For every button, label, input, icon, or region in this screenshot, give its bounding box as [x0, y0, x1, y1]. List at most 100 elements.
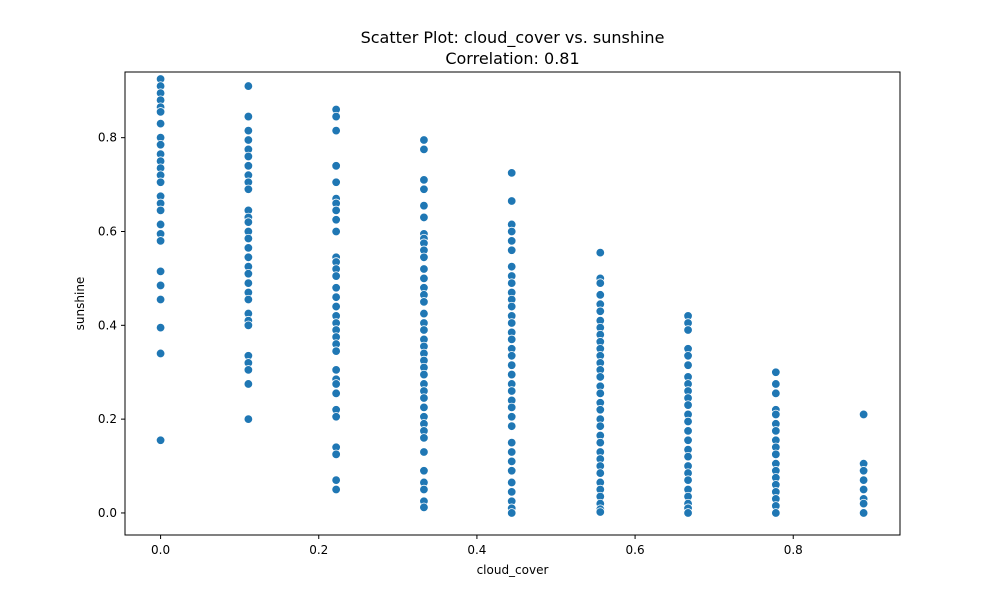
data-point	[683, 435, 693, 445]
data-point	[771, 508, 781, 518]
data-point	[507, 226, 517, 237]
data-point	[771, 379, 781, 389]
plot-frame	[124, 71, 901, 536]
data-point	[507, 456, 517, 467]
data-point	[419, 252, 429, 262]
data-point	[595, 437, 605, 448]
data-point	[243, 379, 254, 389]
data-point	[858, 508, 869, 518]
data-point	[858, 475, 869, 485]
data-point	[419, 447, 429, 457]
data-point	[243, 151, 254, 162]
y-tick-label: 0.8	[98, 131, 117, 145]
data-point	[155, 280, 166, 291]
y-tick-label: 0.6	[98, 224, 117, 238]
data-point	[155, 322, 166, 333]
data-point	[595, 388, 605, 399]
x-tick-label: 0.4	[467, 543, 486, 557]
data-point	[331, 484, 341, 495]
data-point	[243, 243, 254, 253]
data-point	[155, 219, 166, 230]
data-point	[683, 416, 693, 427]
data-point	[243, 125, 254, 136]
data-point	[331, 125, 341, 136]
data-point	[507, 369, 517, 380]
x-axis-label: cloud_cover	[477, 563, 549, 577]
data-point	[331, 388, 341, 399]
data-point	[419, 369, 429, 380]
data-point	[595, 468, 605, 478]
data-point	[155, 348, 166, 359]
y-tick-label: 0.4	[98, 318, 117, 332]
data-point	[243, 294, 254, 305]
x-axis-ticks: 0.0 0.2 0.4 0.6 0.8	[151, 535, 803, 557]
data-point	[507, 196, 517, 206]
data-point	[507, 351, 517, 361]
data-point	[507, 245, 517, 255]
data-point	[507, 412, 517, 422]
chart-subtitle: Correlation: 0.81	[445, 49, 579, 68]
data-point	[155, 266, 166, 277]
data-point	[419, 466, 429, 476]
data-point	[419, 393, 429, 403]
data-point	[507, 261, 517, 272]
data-point	[419, 175, 429, 185]
x-tick-label: 0.6	[626, 543, 645, 557]
data-point	[507, 334, 517, 345]
data-point	[419, 484, 429, 495]
data-point	[243, 269, 254, 279]
data-point	[331, 161, 341, 171]
data-point	[243, 365, 254, 375]
data-point	[243, 161, 254, 171]
data-point	[155, 294, 166, 305]
data-point	[243, 252, 254, 262]
data-point	[331, 365, 341, 375]
data-point	[858, 409, 869, 420]
data-point	[155, 236, 166, 246]
data-point	[419, 325, 429, 335]
data-point	[507, 447, 517, 457]
data-point	[683, 325, 693, 335]
data-point	[507, 318, 517, 328]
data-point	[858, 498, 869, 509]
data-point	[419, 433, 429, 443]
data-point	[507, 437, 517, 448]
data-point	[331, 111, 341, 122]
data-point	[331, 205, 341, 216]
data-point	[419, 273, 429, 284]
data-point	[507, 466, 517, 476]
data-point	[507, 168, 517, 178]
data-point	[243, 320, 254, 331]
data-point	[507, 386, 517, 396]
y-axis-ticks: 0.0 0.2 0.4 0.6 0.8	[98, 131, 125, 520]
data-point	[771, 388, 781, 399]
data-point	[595, 405, 605, 415]
data-point	[595, 278, 605, 288]
y-tick-label: 0.2	[98, 412, 117, 426]
data-point	[507, 421, 517, 431]
data-point	[683, 351, 693, 361]
data-point	[243, 135, 254, 145]
data-point	[419, 144, 429, 155]
data-point	[419, 184, 429, 194]
data-point	[243, 233, 254, 244]
data-point	[595, 507, 605, 517]
data-point	[419, 212, 429, 223]
data-point	[683, 475, 693, 485]
data-point	[683, 360, 693, 370]
data-point	[419, 402, 429, 413]
data-point	[507, 360, 517, 370]
data-points	[155, 74, 869, 518]
data-point	[507, 477, 517, 488]
data-point	[771, 409, 781, 420]
data-point	[683, 508, 693, 518]
data-point	[243, 184, 254, 194]
data-point	[331, 346, 341, 356]
data-point	[858, 466, 869, 476]
data-point	[243, 81, 254, 91]
x-tick-label: 0.8	[784, 543, 803, 557]
data-point	[155, 435, 166, 445]
data-point	[243, 111, 254, 122]
data-point	[507, 278, 517, 288]
